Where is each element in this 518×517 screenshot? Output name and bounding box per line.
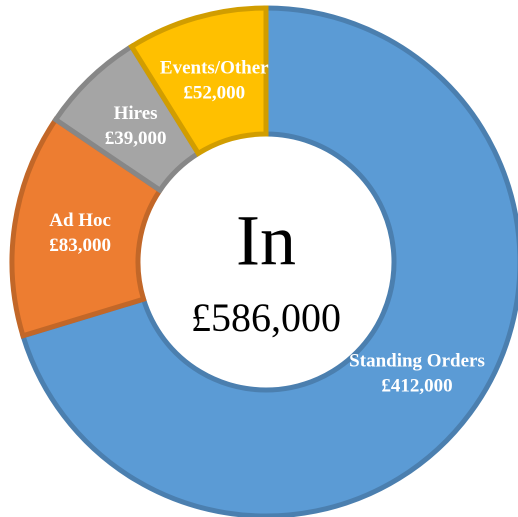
slice-value-label: £412,000 [381,375,452,396]
slice-value-label: £39,000 [105,128,167,149]
slices [9,5,518,517]
slice [19,5,518,517]
slice-value-label: £83,000 [49,235,111,256]
center-title: In [236,201,296,281]
slice-name: Standing Orders [349,350,485,371]
slice-name: Ad Hoc [49,210,111,231]
slice-name: Events/Other [160,58,269,79]
slice [9,116,164,339]
slice-name: Hires [114,103,158,124]
slice [128,5,269,157]
slice-value-label: £52,000 [183,83,245,104]
center-label: £586,000 [191,295,341,340]
